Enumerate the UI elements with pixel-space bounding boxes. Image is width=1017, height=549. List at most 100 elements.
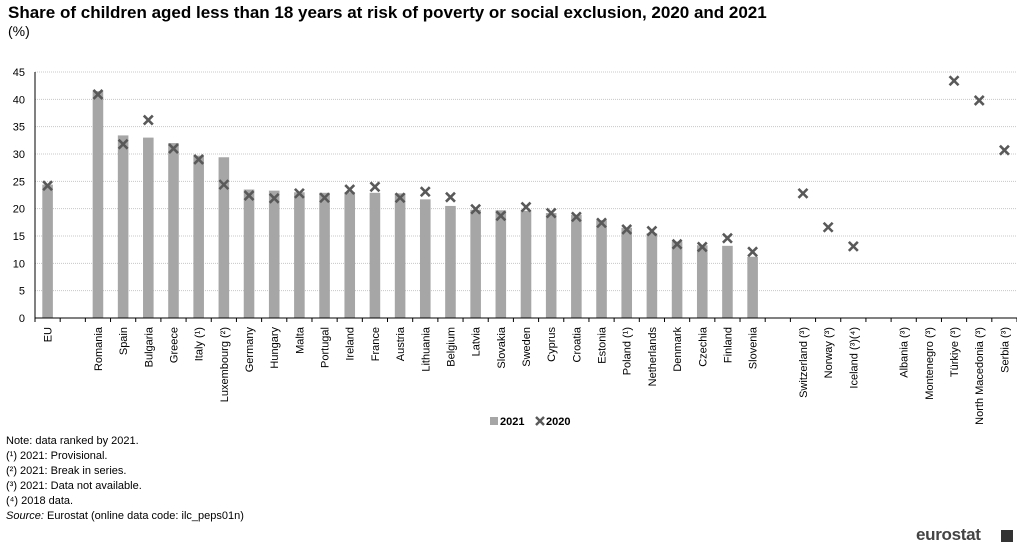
marker-stroke [722, 232, 733, 244]
marker-2020 [797, 187, 809, 199]
x-tick-label: Greece [168, 327, 180, 363]
marker-stroke [797, 187, 809, 199]
marker-stroke [998, 144, 1010, 156]
marker-stroke [445, 191, 456, 203]
marker-stroke [419, 186, 431, 198]
marker-2020 [344, 184, 356, 195]
marker-stroke [545, 207, 557, 219]
eurostat-logo-mark [1001, 530, 1013, 542]
legend-label-2021: 2021 [500, 416, 524, 428]
bar-2021 [268, 190, 280, 318]
axes [34, 72, 1017, 322]
bar-2021 [596, 220, 607, 318]
x-tick-label: Sweden [521, 327, 533, 367]
x-tick-label: France [370, 327, 382, 361]
source-label: Source: [6, 510, 44, 522]
note-line: (³) 2021: Data not available. [6, 480, 142, 492]
marker-2020 [696, 241, 708, 253]
x-tick-label: Finland [722, 327, 734, 363]
marker-stroke [92, 88, 104, 100]
y-tick-label: 10 [13, 258, 25, 270]
y-tick-label: 45 [13, 67, 25, 79]
x-tick-label: Italy (¹) [194, 327, 206, 361]
chart-subtitle: (%) [8, 23, 30, 39]
marker-2020 [243, 190, 255, 201]
bar-2021 [722, 245, 733, 318]
marker-stroke [42, 180, 54, 192]
bar-2021 [344, 192, 356, 318]
marker-stroke [218, 179, 230, 191]
marker-2020 [596, 217, 607, 229]
marker-stroke [948, 75, 960, 87]
bar-2021 [696, 245, 708, 318]
marker-2020 [948, 75, 960, 87]
x-tick-label: Switzerland (³) [798, 327, 810, 398]
x-tick-label: North Macedonia (³) [974, 327, 986, 425]
marker-2020 [747, 246, 759, 258]
x-tick-label: Cyprus [546, 327, 558, 362]
legend: 2021 2020 [490, 416, 570, 428]
note-line: Note: data ranked by 2021. [6, 435, 139, 447]
bar-chart: 0 5 10 15 20 25 30 35 40 45 EU Romania Spain Bulgari… [13, 67, 1017, 428]
x-tick-label: Denmark [672, 327, 684, 372]
bar-2021 [243, 189, 255, 318]
x-tick-label: Poland (¹) [622, 327, 634, 375]
x-tick-label: Serbia (³) [999, 327, 1011, 373]
marker-2020 [92, 88, 104, 100]
bar-2021 [143, 137, 154, 318]
marker-stroke [973, 95, 985, 106]
marker-2020 [520, 201, 532, 213]
y-tick-label: 35 [13, 122, 25, 134]
marker-stroke [646, 225, 658, 237]
x-tick-label: Malta [294, 326, 306, 354]
y-tick-label: 0 [19, 313, 25, 325]
bar-2021 [168, 143, 179, 318]
bar-2021 [571, 214, 582, 318]
bar-2021 [92, 91, 104, 318]
x-tick-label: Portugal [320, 327, 332, 368]
bar-2021 [545, 213, 557, 318]
marker-2020 [973, 95, 985, 106]
x-tick-label: Estonia [597, 326, 609, 364]
y-axis-ticks: 0 5 10 15 20 25 30 35 40 45 [13, 67, 25, 325]
x-tick-label: Lithuania [420, 326, 432, 372]
note-line: (²) 2021: Break in series. [6, 465, 127, 477]
marker-2020 [369, 181, 381, 193]
marker-stroke [369, 181, 381, 193]
bar-2021 [445, 205, 456, 318]
marker-2020 [671, 238, 683, 250]
bar-2021 [520, 210, 532, 318]
y-tick-label: 20 [13, 204, 25, 216]
marker-2020 [722, 232, 733, 244]
marker-stroke [344, 184, 356, 195]
marker-stroke [243, 190, 255, 201]
marker-stroke [747, 246, 759, 258]
marker-2020 [168, 143, 179, 154]
marker-stroke [293, 187, 305, 199]
marker-2020 [142, 114, 154, 126]
y-tick-label: 40 [13, 94, 25, 106]
bar-2021 [319, 192, 330, 318]
marker-2020 [570, 211, 582, 223]
x-tick-label: Slovakia [496, 326, 508, 368]
x-tick-label: Czechia [697, 326, 709, 367]
bar-2021 [671, 241, 683, 318]
marker-2020 [268, 192, 280, 204]
marker-2020 [847, 240, 859, 252]
chart-title: Share of children aged less than 18 year… [8, 3, 767, 22]
x-tick-label: Latvia [471, 326, 483, 356]
bar-2021 [495, 210, 507, 318]
marker-2020 [621, 224, 633, 235]
y-tick-label: 25 [13, 176, 25, 188]
marker-stroke [570, 211, 582, 223]
marker-2020 [394, 192, 406, 204]
x-tick-label: Albania (³) [899, 327, 911, 378]
bar-2021 [470, 209, 481, 318]
marker-stroke [621, 224, 633, 235]
x-tick-label: Ireland [345, 327, 357, 361]
bar-2021 [419, 199, 431, 318]
marker-stroke [671, 238, 683, 250]
marker-stroke [596, 217, 607, 229]
marker-2020 [419, 186, 431, 198]
x-tick-label: Bulgaria [143, 326, 155, 367]
